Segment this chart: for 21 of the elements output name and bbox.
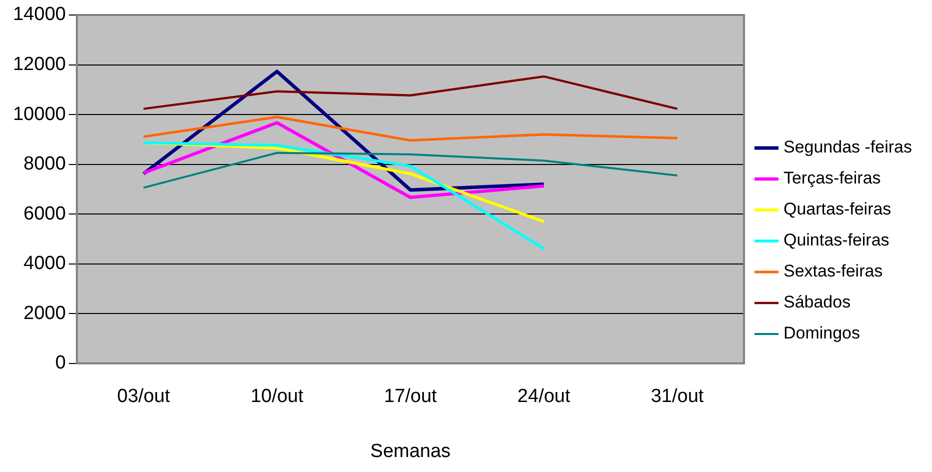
legend-label: Quintas-feiras (783, 230, 890, 250)
y-tick-label: 10000 (12, 104, 66, 125)
legend-label: Sábados (783, 292, 851, 312)
x-tick-label: 03/out (117, 386, 171, 408)
legend-label: Domingos (783, 324, 860, 343)
y-tick-label: 2000 (24, 302, 66, 324)
x-axis-title: Semanas (370, 440, 451, 462)
legend-label: Sextas-feiras (783, 262, 883, 281)
y-tick-label: 8000 (24, 154, 66, 175)
legend-label: Terças-feiras (783, 168, 881, 188)
y-tick-label: 14000 (12, 4, 66, 26)
y-tick-label: 4000 (24, 253, 66, 274)
x-tick-label: 24/out (517, 386, 571, 408)
y-tick-label: 6000 (24, 203, 66, 224)
y-tick-label: 0 (55, 352, 66, 374)
y-tick-label: 12000 (12, 54, 66, 76)
x-tick-label: 10/out (250, 386, 304, 408)
legend-label: Quartas-feiras (783, 200, 892, 219)
legend-label: Segundas -feiras (783, 138, 912, 157)
x-tick-label: 17/out (384, 386, 438, 408)
x-tick-label: 31/out (650, 386, 704, 408)
